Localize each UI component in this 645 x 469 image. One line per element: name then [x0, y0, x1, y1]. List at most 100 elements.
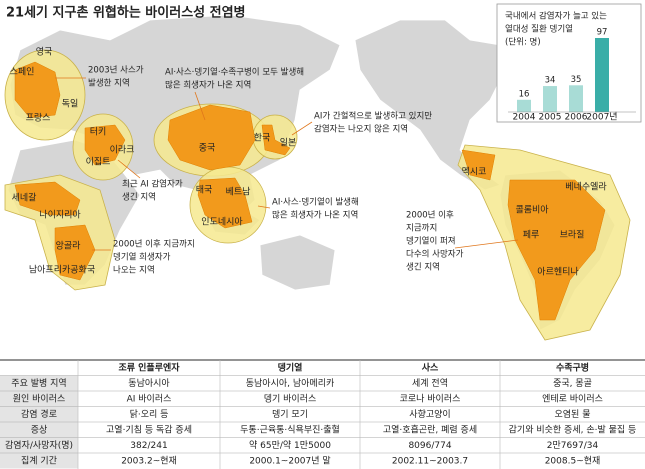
table-row-header: 원인 바이러스: [13, 393, 66, 404]
leader-line: [117, 159, 141, 179]
outbreak-area: [14, 181, 81, 216]
x-tick-label: 2007년: [586, 112, 617, 123]
table-header: 뎅기열: [278, 361, 303, 373]
x-tick-label: 2004: [513, 113, 536, 123]
country-label: 콜롬비아: [515, 205, 549, 216]
table-header: 조류 인플루엔자: [118, 361, 180, 373]
annotation: 지금까지: [406, 224, 437, 234]
table-cell: 사향고양이: [409, 408, 450, 420]
annotation: AI가 간헐적으로 발생하고 있지만: [314, 111, 432, 122]
outbreak-area: [461, 149, 496, 181]
table-row-header: 감염 경로: [21, 408, 57, 420]
bar: [595, 38, 609, 112]
inset-title: 국내에서 감염자가 늘고 있는: [505, 11, 607, 22]
country-label: 앙골라: [56, 240, 82, 252]
country-label: 세네갈: [12, 193, 37, 204]
country-label: 인도네시아: [201, 217, 243, 228]
australia: [259, 234, 336, 291]
country-label: 중국: [199, 143, 216, 154]
annotation: 많은 희생자가 나온 지역: [272, 210, 358, 221]
country-label: 태국: [196, 185, 213, 196]
table-cell: 2000.1~2007년 말: [249, 454, 330, 466]
table-cell: 엔테로 바이러스: [542, 393, 603, 404]
table-cell: 2002.11~2003.7: [392, 456, 468, 466]
annotation: 뎅기열이 퍼져: [406, 236, 456, 247]
bar: [569, 85, 583, 112]
country-label: 아르헨티나: [537, 266, 578, 278]
table-cell: 2008.5~현재: [545, 455, 601, 466]
annotation: 발생한 지역: [88, 78, 130, 89]
leader-line: [291, 121, 313, 136]
table-cell: 동남아시아: [128, 378, 170, 389]
annotation: 2000년 이후 지금까지: [113, 239, 195, 250]
table-cell: 약 65만/약 1만5000: [249, 439, 331, 451]
table-row-header: 집계 기간: [21, 454, 57, 466]
table-cell: 닭·오리 등: [130, 408, 169, 420]
outbreak-area: [14, 61, 61, 119]
annotation: 생긴 지역: [122, 192, 156, 203]
bar-value-label: 16: [519, 89, 530, 99]
table-cell: 2003.2~현재: [121, 455, 177, 466]
table-header: 사스: [422, 361, 439, 373]
annotation: 뎅기열 희생자가: [113, 252, 171, 263]
annotation: AI·사스·뎅기열이 발생해: [272, 197, 359, 208]
table-cell: 세계 전역: [412, 377, 448, 389]
table-cell: 고열·호흡곤란, 폐렴 증세: [383, 423, 477, 435]
leader-line: [454, 239, 519, 249]
annotation: AI·사스·뎅기열·수족구병이 모두 발생해: [165, 67, 304, 78]
annotation: 나오는 지역: [113, 265, 155, 276]
country-label: 페루: [523, 230, 540, 241]
country-label: 멕시코: [462, 167, 487, 178]
table-cell: 8096/774: [408, 441, 451, 451]
country-label: 나이지리아: [39, 210, 81, 221]
country-label: 터키: [90, 127, 107, 138]
table-row-header: 주요 발병 지역: [11, 378, 66, 389]
country-label: 이라크: [110, 145, 135, 156]
table-row-header: 증상: [31, 424, 48, 435]
table-cell: 2만7697/34: [547, 440, 599, 451]
country-label: 일본: [280, 138, 297, 149]
country-label: 스페인: [10, 67, 35, 78]
table-cell: 382/241: [130, 441, 167, 451]
inset-unit: (단위: 명): [505, 37, 541, 48]
bar: [517, 99, 531, 112]
outbreak-area: [167, 104, 256, 171]
inset-title: 열대성 질환 뎅기열: [505, 24, 573, 35]
country-label: 프랑스: [26, 112, 51, 124]
annotation: 최근 AI 감염자가: [122, 179, 183, 190]
title: 21세기 지구촌 위협하는 바이러스성 전염병: [6, 5, 246, 21]
annotation: 생긴 지역: [406, 262, 440, 273]
country-label: 독일: [62, 99, 79, 110]
outbreak-area: [261, 124, 291, 156]
table-cell: 코로나 바이러스: [400, 393, 461, 404]
annotation: 다수의 사망자가: [406, 249, 464, 260]
map: [4, 14, 631, 341]
outbreak-area: [54, 224, 96, 281]
bar-value-label: 34: [545, 76, 556, 86]
table-cell: 중국, 몽골: [553, 378, 592, 389]
table-cell: 뎅기 모기: [272, 409, 308, 420]
country-label: 남아프리카공화국: [29, 265, 95, 276]
table-cell: 고열·기침 등 독감 증세: [106, 423, 192, 435]
table-cell: 감기와 비슷한 증세, 손·발 물집 등: [509, 423, 637, 435]
bar: [543, 86, 557, 112]
table-row-header: 감염자/사망자(명): [5, 439, 73, 451]
table-cell: AI 바이러스: [127, 393, 172, 404]
table-cell: 두통·근육통·식욕부진·출혈: [240, 423, 340, 435]
country-label: 베네수엘라: [565, 182, 607, 193]
outbreak-area: [507, 179, 606, 321]
table-cell: 동남아시아, 남아메리카: [246, 378, 335, 389]
bar-value-label: 97: [597, 28, 608, 38]
x-tick-label: 2006: [565, 113, 588, 123]
table-cell: 뎅기 바이러스: [264, 393, 317, 404]
annotation: 많은 희생자가 나온 지역: [165, 80, 251, 91]
country-label: 영국: [36, 47, 53, 58]
country-label: 브라질: [560, 229, 585, 241]
table-header: 수족구병: [556, 361, 589, 373]
outbreak-area: [84, 124, 126, 166]
bar-value-label: 35: [571, 75, 582, 85]
country-label: 한국: [254, 133, 271, 144]
